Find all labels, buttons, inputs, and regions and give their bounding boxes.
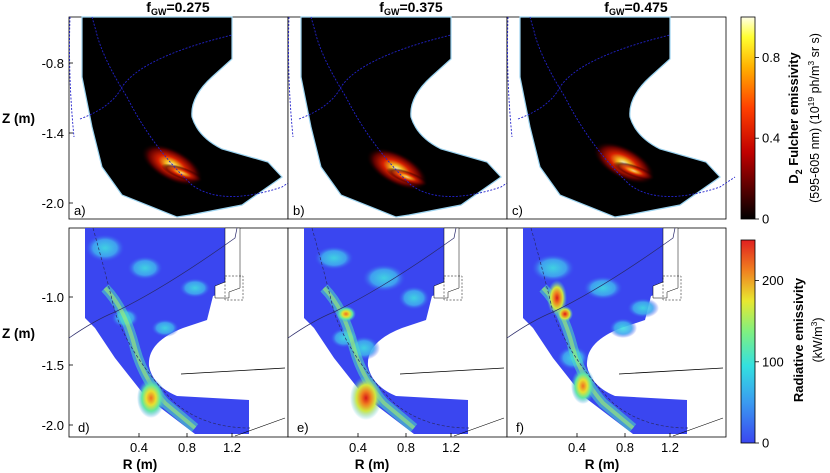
bottom-colorbar-bar bbox=[740, 239, 756, 444]
separatrix bbox=[287, 227, 457, 339]
colorbar-tick-label: 100 bbox=[762, 354, 784, 369]
top-colorbar-label-1: D2 Fulcher emissivity bbox=[786, 52, 804, 184]
separatrix bbox=[506, 227, 676, 339]
top-colorbar-bar bbox=[740, 16, 756, 220]
panel-bottom-3: f) 0.4 0.8 1.2 bbox=[506, 227, 727, 455]
bottom-xtick-label: 0.4 bbox=[568, 440, 586, 455]
colorbar-tick-label: 0.4 bbox=[762, 131, 780, 146]
bottom-colorbar: 0 100 200 Radiative emissivity (kW/m3) bbox=[740, 239, 825, 451]
top-colorbar: 0 0.4 0.8 D2 Fulcher emissivity (595-605 n… bbox=[740, 16, 822, 227]
panel-top-3: c) bbox=[506, 16, 736, 220]
colorbar-tick-label: 0.8 bbox=[762, 50, 780, 65]
panel-label: c) bbox=[512, 203, 523, 218]
top-ylabel: Z (m) bbox=[2, 111, 35, 126]
bottom-ytick-label: -1.0 bbox=[42, 290, 64, 305]
panel-label: e) bbox=[297, 420, 309, 435]
panel-bottom-1: d) 0.4 0.8 1.2 -1.0 -1.5 -2.0 bbox=[42, 227, 289, 455]
bottom-xtick-label: 0.4 bbox=[349, 440, 367, 455]
emission-hotspot bbox=[557, 306, 573, 322]
bottom-colorbar-label-1: Radiative emissivity bbox=[791, 277, 806, 402]
panel-top-1: a) -0.8 -1.4 -2.0 bbox=[42, 16, 298, 220]
bottom-xtick-label: 1.2 bbox=[442, 440, 460, 455]
colorbar-tick-label: 0 bbox=[762, 436, 769, 451]
separatrix bbox=[517, 34, 671, 120]
bottom-ylabel: Z (m) bbox=[2, 326, 35, 341]
bottom-xtick-label: 0.8 bbox=[178, 440, 196, 455]
top-colorbar-label-2: (595-605 nm) (1019 ph/m3 sr s) bbox=[806, 33, 822, 203]
bottom-colorbar-label-2: (kW/m3) bbox=[809, 317, 825, 362]
top-ytick-label: -0.8 bbox=[42, 56, 64, 71]
radiative-region bbox=[304, 228, 468, 434]
top-ytick-label: -1.4 bbox=[42, 126, 64, 141]
emission-hotspot bbox=[350, 376, 382, 420]
emission-hotspot bbox=[137, 378, 165, 418]
xlabel-3: R (m) bbox=[585, 457, 620, 472]
plasma-region bbox=[300, 16, 502, 218]
plasma-region bbox=[81, 16, 283, 218]
panel-label: b) bbox=[293, 203, 305, 218]
plasma-region bbox=[519, 16, 721, 218]
panel-top-2: b) bbox=[287, 16, 517, 220]
separatrix bbox=[68, 227, 238, 339]
panel-label: f) bbox=[516, 420, 524, 435]
top-ytick-label: -2.0 bbox=[42, 196, 64, 211]
xlabel-1: R (m) bbox=[123, 457, 158, 472]
column-title-1: fGW=0.275 bbox=[146, 0, 210, 17]
bottom-xtick-label: 0.8 bbox=[397, 440, 415, 455]
bottom-xtick-label: 1.2 bbox=[661, 440, 679, 455]
emission-hotspot bbox=[571, 368, 595, 404]
bottom-ytick-label: -1.5 bbox=[42, 358, 64, 373]
separatrix bbox=[79, 34, 233, 120]
separatrix bbox=[298, 34, 452, 120]
bottom-xtick-label: 1.2 bbox=[223, 440, 241, 455]
colorbar-tick-label: 0 bbox=[762, 212, 769, 227]
xlabel-2: R (m) bbox=[355, 457, 390, 472]
panel-label: d) bbox=[78, 420, 90, 435]
bottom-ytick-label: -2.0 bbox=[42, 418, 64, 433]
bottom-xtick-label: 0.8 bbox=[616, 440, 634, 455]
emission-hotspot bbox=[336, 306, 356, 322]
panel-bottom-2: e) 0.4 0.8 1.2 bbox=[287, 227, 508, 455]
panel-label: a) bbox=[74, 203, 86, 218]
column-title-3: fGW=0.475 bbox=[604, 0, 668, 17]
column-title-2: fGW=0.375 bbox=[379, 0, 443, 17]
bottom-xtick-label: 0.4 bbox=[130, 440, 148, 455]
colorbar-tick-label: 200 bbox=[762, 273, 784, 288]
